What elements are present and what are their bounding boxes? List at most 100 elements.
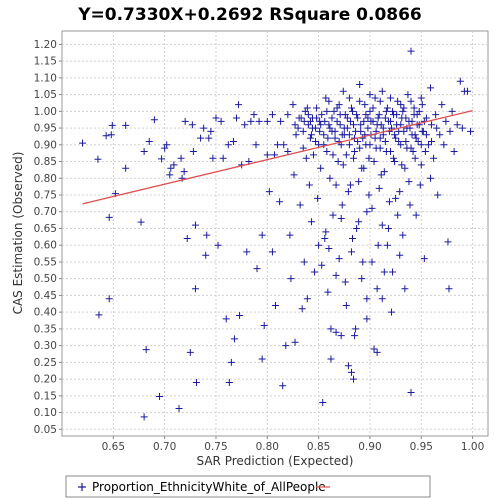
- data-point: [320, 131, 328, 139]
- data-point: [295, 114, 303, 122]
- data-point: [397, 101, 405, 109]
- data-point: [386, 147, 394, 155]
- data-point: [319, 399, 327, 407]
- data-point: [302, 154, 310, 162]
- data-point: [265, 188, 273, 196]
- data-point: [326, 174, 334, 182]
- y-axis-ticks: 0.05 0.10 0.15 0.20 0.25 0.30 0.35 0.40 0.45 0.50…: [34, 39, 62, 436]
- data-point: [376, 97, 384, 105]
- data-point: [369, 104, 377, 112]
- data-point: [325, 245, 333, 253]
- data-point: [212, 114, 220, 122]
- data-point: [440, 141, 448, 149]
- y-tick-label: 1.05: [34, 89, 57, 101]
- data-point: [214, 241, 222, 249]
- data-point: [338, 201, 346, 209]
- data-point: [327, 355, 335, 363]
- data-point: [391, 131, 399, 139]
- data-point: [458, 124, 466, 132]
- data-point: [365, 154, 373, 162]
- data-point: [354, 114, 362, 122]
- data-point: [356, 97, 364, 105]
- data-point: [386, 94, 394, 102]
- data-points: [79, 47, 475, 421]
- data-point: [363, 208, 371, 216]
- y-tick-label: 0.40: [34, 307, 57, 319]
- data-point: [412, 134, 420, 142]
- y-tick-label: 0.60: [34, 240, 57, 252]
- data-point: [328, 114, 336, 122]
- data-point: [377, 171, 385, 179]
- data-point: [377, 121, 385, 129]
- y-tick-label: 0.65: [34, 223, 57, 235]
- data-point: [318, 261, 326, 269]
- data-point: [236, 312, 244, 320]
- data-point: [438, 101, 446, 109]
- data-point: [202, 251, 210, 259]
- data-point: [410, 111, 418, 119]
- data-point: [320, 141, 328, 149]
- data-point: [370, 345, 378, 353]
- data-point: [291, 338, 299, 346]
- data-point: [166, 171, 174, 179]
- data-point: [363, 315, 371, 323]
- chart-title: Y=0.7330X+0.2692 RSquare 0.0866: [77, 5, 422, 25]
- data-point: [444, 238, 452, 246]
- data-point: [258, 355, 266, 363]
- data-point: [339, 87, 347, 95]
- data-point: [323, 107, 331, 115]
- regression-line-path: [82, 109, 473, 205]
- data-point: [365, 191, 373, 199]
- y-tick-label: 0.35: [34, 323, 57, 335]
- data-point: [406, 201, 414, 209]
- data-point: [396, 251, 404, 259]
- data-point: [352, 127, 360, 135]
- data-point: [312, 137, 320, 145]
- data-point: [418, 101, 426, 109]
- data-point: [287, 275, 295, 283]
- data-point: [427, 84, 435, 92]
- data-point: [175, 405, 183, 413]
- data-point: [417, 94, 425, 102]
- data-point: [407, 388, 415, 396]
- y-tick-label: 1.00: [34, 106, 57, 118]
- data-point: [343, 124, 351, 132]
- data-point: [197, 134, 205, 142]
- data-point: [393, 121, 401, 129]
- data-point: [407, 144, 415, 152]
- data-point: [219, 154, 227, 162]
- data-point: [412, 211, 420, 219]
- x-tick-label: 0.65: [102, 441, 125, 453]
- data-point: [410, 104, 418, 112]
- data-point: [323, 147, 331, 155]
- data-point: [350, 375, 358, 383]
- data-point: [188, 121, 196, 129]
- data-point: [416, 181, 424, 189]
- data-point: [398, 114, 406, 122]
- data-point: [332, 271, 340, 279]
- data-point: [342, 301, 350, 309]
- data-point: [142, 346, 150, 354]
- data-point: [405, 178, 413, 186]
- data-point: [436, 131, 444, 139]
- data-point: [94, 155, 102, 163]
- data-point: [417, 141, 425, 149]
- data-point: [405, 117, 413, 125]
- data-point: [324, 288, 332, 296]
- data-point: [376, 144, 384, 152]
- data-point: [336, 121, 344, 129]
- y-tick-label: 0.70: [34, 206, 57, 218]
- data-point: [260, 322, 268, 330]
- data-point: [156, 393, 164, 401]
- data-point: [421, 147, 429, 155]
- data-point: [344, 362, 352, 370]
- data-point: [272, 301, 280, 309]
- data-point: [296, 201, 304, 209]
- y-tick-label: 0.45: [34, 290, 57, 302]
- data-point: [350, 121, 358, 129]
- data-point: [383, 241, 391, 249]
- data-point: [341, 278, 349, 286]
- data-point: [337, 332, 345, 340]
- data-point: [163, 141, 171, 149]
- data-point: [313, 114, 321, 122]
